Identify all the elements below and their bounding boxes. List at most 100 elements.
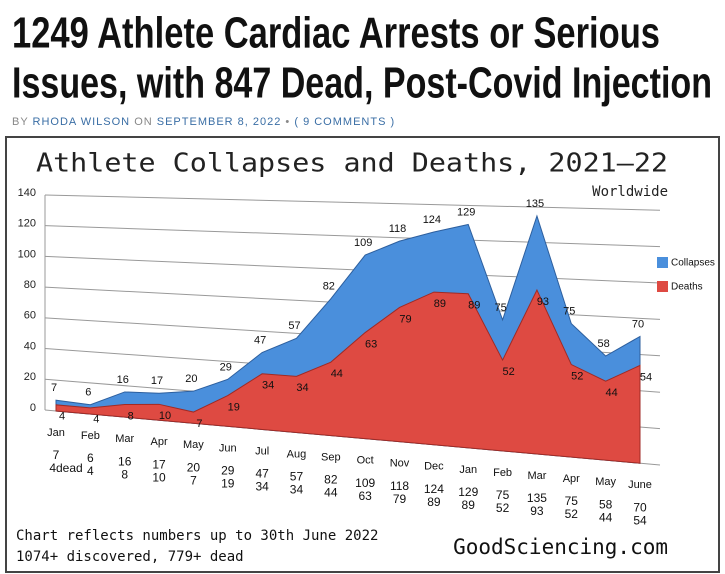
plot: 0204060801001201407766161617172020292947… bbox=[18, 187, 715, 528]
table-value: 109 bbox=[355, 476, 375, 490]
table-value: 57 bbox=[290, 470, 304, 484]
table-value: 44 bbox=[324, 486, 338, 500]
chart-title: Athlete Collapses and Deaths, 2021—22 bbox=[36, 149, 668, 179]
table-value: 8 bbox=[121, 467, 128, 481]
by: BY bbox=[12, 116, 28, 128]
legend-label: Deaths bbox=[671, 282, 703, 293]
table-value: 34 bbox=[290, 483, 304, 497]
data-label: 79 bbox=[399, 313, 411, 325]
data-label: 75 bbox=[494, 302, 506, 314]
table-value: 135 bbox=[527, 491, 547, 505]
data-label: 19 bbox=[228, 401, 240, 413]
data-label: 124 bbox=[423, 214, 441, 226]
table-value: 16 bbox=[118, 454, 132, 468]
table-value: 4 bbox=[87, 464, 94, 478]
x-tick-label: Jan bbox=[47, 427, 65, 439]
table-value: 75 bbox=[496, 488, 510, 502]
data-label: 82 bbox=[323, 281, 335, 293]
data-label: 47 bbox=[254, 334, 266, 346]
data-label: 34 bbox=[296, 382, 308, 394]
data-label: 58 bbox=[598, 338, 610, 350]
y-tick-label: 60 bbox=[24, 310, 36, 322]
legend-item: Deaths bbox=[657, 281, 703, 293]
data-label: 54 bbox=[640, 371, 652, 383]
grid-line bbox=[44, 225, 661, 248]
data-label: 16 bbox=[117, 374, 129, 386]
byline: BY RHODA WILSON ON SEPTEMBER 8, 2022 • (… bbox=[12, 116, 395, 128]
table-value: 19 bbox=[221, 477, 235, 491]
date[interactable]: SEPTEMBER 8, 2022 bbox=[157, 116, 282, 128]
on: ON bbox=[134, 116, 153, 128]
data-label: 29 bbox=[220, 361, 232, 373]
data-label: 75 bbox=[563, 306, 575, 318]
author[interactable]: RHODA WILSON bbox=[33, 116, 131, 128]
x-tick-label: Oct bbox=[357, 455, 374, 467]
data-label: 109 bbox=[354, 237, 372, 249]
data-label: 52 bbox=[502, 366, 514, 378]
table-value: 82 bbox=[324, 473, 338, 487]
data-label: 4 bbox=[59, 411, 65, 423]
table-value: 7 bbox=[190, 473, 197, 487]
table-value: 58 bbox=[599, 497, 613, 511]
data-label: 6 bbox=[85, 387, 91, 399]
grid-line bbox=[44, 255, 661, 284]
x-tick-label: Mar bbox=[527, 470, 546, 482]
table-value: 93 bbox=[530, 504, 544, 518]
x-tick-label: Apr bbox=[150, 436, 167, 448]
y-tick-label: 100 bbox=[18, 248, 36, 260]
x-tick-label: Nov bbox=[390, 458, 410, 470]
table-value: 70 bbox=[633, 500, 647, 514]
y-tick-label: 0 bbox=[30, 402, 36, 414]
data-label: 89 bbox=[468, 300, 480, 312]
data-label: 70 bbox=[632, 318, 644, 330]
table-value: 129 bbox=[458, 485, 478, 499]
bullet: • bbox=[285, 116, 290, 128]
x-tick-label: Dec bbox=[424, 461, 444, 473]
data-label: 52 bbox=[571, 370, 583, 382]
x-tick-label: Apr bbox=[563, 473, 580, 485]
table-value: 63 bbox=[358, 489, 372, 503]
table-value: 20 bbox=[187, 460, 201, 474]
data-label: 44 bbox=[331, 368, 343, 380]
subtitle: Worldwide bbox=[592, 184, 668, 200]
headline: Issues, with 847 Dead, Post-Covid Inject… bbox=[12, 59, 712, 108]
data-label: 44 bbox=[606, 387, 618, 399]
x-tick-label: May bbox=[595, 476, 616, 488]
table-value: 124 bbox=[424, 482, 444, 496]
data-label: 63 bbox=[365, 338, 377, 350]
legend-swatch bbox=[657, 281, 668, 292]
y-tick-label: 20 bbox=[24, 371, 36, 383]
data-label: 20 bbox=[185, 373, 197, 385]
x-tick-label: Jan bbox=[459, 464, 477, 476]
note: Chart reflects numbers up to 30th June 2… bbox=[16, 528, 378, 544]
legend-item: Collapses bbox=[657, 257, 715, 269]
data-label: 7 bbox=[51, 382, 57, 394]
headline: 1249 Athlete Cardiac Arrests or Serious bbox=[12, 9, 660, 58]
y-tick-label: 140 bbox=[18, 187, 36, 199]
table-value: 47 bbox=[255, 467, 269, 481]
table-value: 79 bbox=[393, 492, 407, 506]
table-value: 44 bbox=[599, 510, 613, 524]
data-label: 135 bbox=[526, 198, 544, 210]
y-tick-label: 80 bbox=[24, 279, 36, 291]
comments[interactable]: ( 9 COMMENTS ) bbox=[294, 116, 395, 128]
data-label: 93 bbox=[537, 296, 549, 308]
table-value: 118 bbox=[390, 479, 409, 493]
table-value: 75 bbox=[565, 494, 579, 508]
data-label: 10 bbox=[159, 410, 171, 422]
data-label: 7 bbox=[196, 418, 202, 430]
data-label: 129 bbox=[457, 206, 475, 218]
data-label: 118 bbox=[389, 223, 407, 235]
legend-label: Collapses bbox=[671, 258, 715, 269]
table-value: 4dead bbox=[49, 461, 82, 475]
table-value: 29 bbox=[221, 464, 235, 478]
x-tick-label: Mar bbox=[115, 433, 134, 445]
note: 1074+ discovered, 779+ dead bbox=[16, 549, 244, 565]
y-tick-label: 120 bbox=[18, 218, 36, 230]
table-value: 17 bbox=[152, 457, 166, 471]
data-label: 4 bbox=[93, 414, 99, 426]
data-label: 8 bbox=[128, 410, 134, 422]
data-label: 57 bbox=[288, 320, 300, 332]
area bbox=[55, 288, 641, 464]
